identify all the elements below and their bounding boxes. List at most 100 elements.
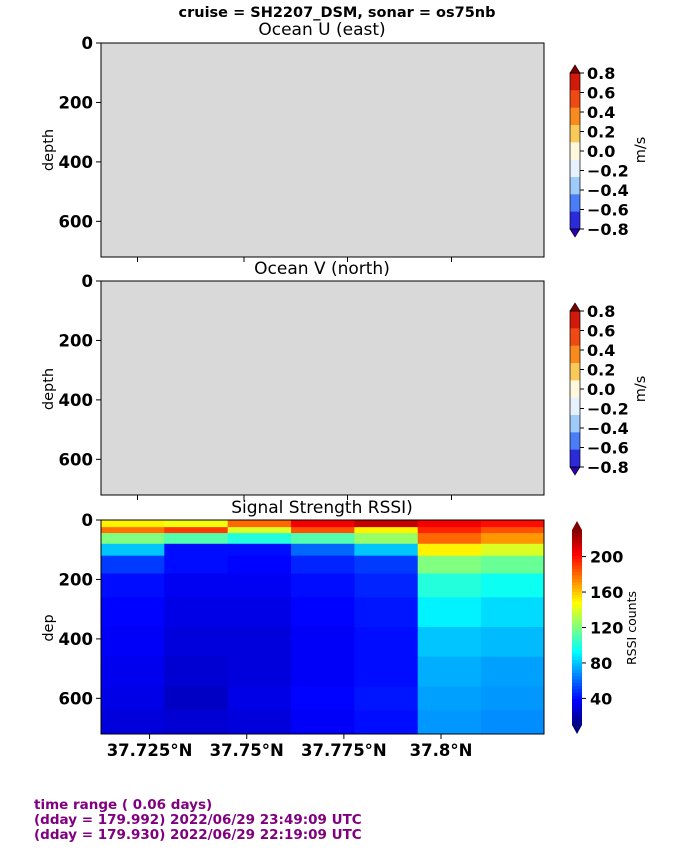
rssi-cell bbox=[291, 527, 355, 534]
colorbar-extend-bottom bbox=[569, 466, 581, 476]
colorbar-extend-top bbox=[569, 302, 581, 312]
y-tick-label: 600 bbox=[59, 450, 93, 469]
footer-start-time: (dday = 179.930) 2022/06/29 22:19:09 UTC bbox=[34, 827, 362, 843]
colorbar-segment bbox=[570, 449, 580, 468]
colorbar-segment bbox=[570, 397, 580, 416]
colorbar-tick-label: 0.4 bbox=[587, 103, 615, 122]
colorbar-gradient-step bbox=[572, 695, 582, 700]
colorbar-gradient-step bbox=[572, 647, 582, 651]
colorbar-gradient-step bbox=[572, 679, 582, 684]
rssi-cell bbox=[227, 656, 292, 687]
rssi-cell bbox=[417, 520, 482, 528]
colorbar-gradient-step bbox=[572, 660, 582, 664]
rssi-cell bbox=[291, 520, 355, 528]
colorbar-gradient-step bbox=[572, 556, 582, 560]
colorbar-tick-label: −0.4 bbox=[587, 181, 629, 200]
rssi-cell bbox=[227, 527, 292, 534]
colorbar-tick-label: −0.6 bbox=[587, 201, 629, 220]
rssi-cell bbox=[101, 710, 165, 735]
rssi-cell bbox=[417, 686, 482, 711]
colorbar-gradient-step bbox=[572, 663, 582, 667]
rssi-cell bbox=[417, 573, 482, 598]
y-tick-label: 400 bbox=[59, 153, 93, 172]
colorbar-gradient-step bbox=[572, 669, 582, 674]
ocean-u-colorbar-label: m/s bbox=[633, 137, 649, 164]
colorbar-gradient-step bbox=[572, 543, 582, 547]
rssi-colorbar: 40 80 120 160 200 bbox=[572, 521, 623, 734]
colorbar-gradient-step bbox=[572, 637, 582, 641]
colorbar-tick-label: 0.0 bbox=[587, 142, 615, 161]
colorbar-gradient-step bbox=[572, 721, 582, 726]
colorbar-gradient-step bbox=[572, 559, 582, 563]
rssi-xticks: 37.725°N 37.75°N 37.775°N 37.8°N bbox=[107, 734, 472, 760]
colorbar-gradient-step bbox=[572, 712, 582, 716]
colorbar-extend-bottom bbox=[572, 725, 582, 734]
rssi-panel: Signal Strength RSSI) 0 200 400 600 37.725°… bbox=[41, 498, 639, 760]
colorbar-gradient-step bbox=[572, 702, 582, 706]
rssi-cell bbox=[481, 533, 545, 545]
rssi-cell bbox=[481, 527, 545, 534]
colorbar-gradient-step bbox=[572, 549, 582, 554]
colorbar-gradient-step bbox=[572, 718, 582, 723]
ocean-u-title: Ocean U (east) bbox=[258, 20, 385, 40]
rssi-cell bbox=[354, 656, 419, 687]
y-tick-label: 200 bbox=[59, 93, 93, 112]
ocean-u-colorbar: 0.80.60.40.20.0−0.2−0.4−0.6−0.8 bbox=[569, 64, 629, 239]
y-tick-label: 0 bbox=[82, 272, 93, 291]
figure-suptitle: cruise = SH2207_DSM, sonar = os75nb bbox=[179, 5, 496, 21]
rssi-cell bbox=[101, 686, 165, 711]
ocean-v-colorbar: 0.80.60.40.20.0−0.2−0.4−0.6−0.8 bbox=[569, 302, 629, 477]
rssi-cell bbox=[164, 656, 229, 687]
colorbar-gradient-step bbox=[572, 634, 582, 638]
colorbar-segment bbox=[570, 328, 580, 347]
rssi-cell bbox=[291, 656, 355, 687]
colorbar-segment bbox=[570, 177, 580, 195]
x-tick-label: 37.775°N bbox=[301, 741, 387, 760]
colorbar-tick-label: 0.6 bbox=[587, 322, 615, 341]
rssi-cell bbox=[481, 710, 545, 735]
rssi-colorbar-label: RSSI counts bbox=[624, 591, 639, 665]
colorbar-gradient-step bbox=[572, 653, 582, 658]
colorbar-segment bbox=[570, 211, 580, 230]
colorbar-gradient-step bbox=[572, 656, 582, 661]
rssi-cell bbox=[164, 710, 229, 735]
y-tick-label: 600 bbox=[59, 689, 93, 708]
ocean-v-title: Ocean V (north) bbox=[254, 259, 390, 279]
colorbar-gradient-step bbox=[572, 565, 582, 570]
colorbar-gradient-step bbox=[572, 673, 582, 677]
colorbar-extend-top bbox=[569, 64, 581, 74]
rssi-cell bbox=[164, 543, 229, 557]
colorbar-gradient-step bbox=[572, 569, 582, 573]
rssi-cell bbox=[354, 555, 419, 574]
colorbar-gradient-step bbox=[572, 643, 582, 648]
colorbar-tick-label: 0.8 bbox=[587, 302, 615, 321]
rssi-cell bbox=[481, 656, 545, 687]
y-tick-label: 400 bbox=[59, 391, 93, 410]
colorbar-gradient-step bbox=[572, 536, 582, 541]
colorbar-extend-top bbox=[572, 521, 582, 530]
rssi-cell bbox=[101, 597, 165, 628]
colorbar-gradient-step bbox=[572, 588, 582, 593]
colorbar-segment bbox=[570, 159, 580, 178]
colorbar-gradient-step bbox=[572, 546, 582, 550]
rssi-plot-frame bbox=[100, 519, 545, 735]
colorbar-segment bbox=[570, 125, 580, 143]
colorbar-tick-label: 80 bbox=[590, 654, 612, 673]
colorbar-tick-label: −0.2 bbox=[587, 400, 629, 419]
colorbar-tick-label: −0.6 bbox=[587, 439, 629, 458]
colorbar-tick-label: 120 bbox=[590, 619, 623, 638]
rssi-cell bbox=[101, 627, 165, 658]
colorbar-gradient-step bbox=[572, 715, 582, 719]
ocean-u-xtick-marks bbox=[137, 257, 452, 262]
colorbar-segment bbox=[570, 90, 580, 109]
rssi-cell bbox=[481, 627, 545, 658]
rssi-cell bbox=[101, 543, 165, 557]
ocean-u-yticks: 0 200 400 600 bbox=[59, 34, 101, 231]
rssi-title: Signal Strength RSSI) bbox=[231, 498, 413, 518]
colorbar-gradient-step bbox=[572, 689, 582, 693]
colorbar-segment bbox=[570, 345, 580, 364]
rssi-cell bbox=[291, 686, 355, 711]
rssi-cell bbox=[417, 627, 482, 658]
colorbar-tick-label: −0.4 bbox=[587, 419, 629, 438]
